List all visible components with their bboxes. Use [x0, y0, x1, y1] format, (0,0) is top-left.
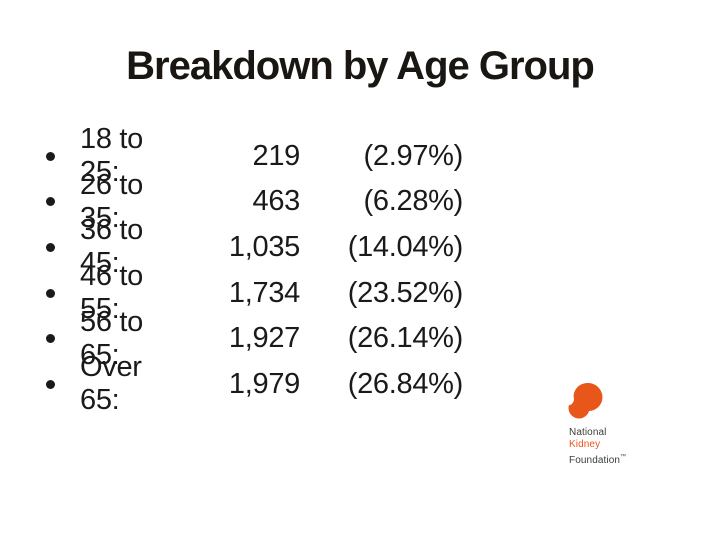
- logo-line-foundation: Foundation™: [569, 454, 627, 466]
- list-item: Over 65: 1,979 (26.84%): [45, 351, 463, 416]
- age-percent-value: (2.97%): [363, 139, 464, 172]
- age-range-label: 26 to 35:: [80, 168, 143, 234]
- age-percent-value: (26.14%): [347, 322, 464, 355]
- age-count-value: 1,035: [228, 230, 300, 263]
- age-percent-value: (14.04%): [347, 230, 464, 263]
- age-percent-value: (6.28%): [363, 185, 464, 218]
- age-range-label: 18 to 25:: [80, 123, 143, 188]
- bullet-icon: [46, 288, 55, 298]
- age-count-value: 1,979: [228, 367, 300, 400]
- age-count-value: 1,734: [228, 276, 300, 309]
- bullet-icon: [46, 379, 55, 389]
- nkf-logo: National Kidney Foundation™: [561, 382, 675, 467]
- age-count-value: 463: [252, 185, 301, 218]
- list-item: 46 to 55: 1,734 (23.52%): [45, 260, 463, 325]
- bullet-icon: [46, 242, 55, 252]
- age-count-value: 1,927: [228, 322, 300, 355]
- age-breakdown-list: 18 to 25: 219 (2.97%) 26 to 35: 463 (6.2…: [45, 123, 464, 416]
- bullet-icon: [46, 151, 55, 161]
- list-item: 18 to 25: 219 (2.97%): [45, 123, 463, 188]
- age-range-label: Over 65:: [80, 351, 142, 417]
- page-title: Breakdown by Age Group: [126, 44, 595, 88]
- list-item: 26 to 35: 463 (6.28%): [45, 169, 464, 234]
- kidney-icon: [561, 382, 675, 425]
- trademark-symbol: ™: [620, 454, 627, 460]
- age-count-value: 219: [252, 139, 301, 172]
- logo-line-national: National: [569, 427, 607, 438]
- age-range-label: 56 to 65:: [80, 305, 143, 371]
- age-range-label: 36 to 45:: [80, 214, 143, 280]
- list-item: 36 to 45: 1,035 (14.04%): [45, 214, 463, 279]
- bullet-icon: [46, 197, 55, 207]
- list-item: 56 to 65: 1,927 (26.14%): [45, 306, 464, 371]
- logo-line-kidney: Kidney: [569, 439, 601, 450]
- age-percent-value: (26.84%): [347, 367, 464, 400]
- bullet-icon: [46, 334, 55, 344]
- age-range-label: 46 to 55:: [80, 260, 143, 326]
- age-percent-value: (23.52%): [347, 276, 464, 309]
